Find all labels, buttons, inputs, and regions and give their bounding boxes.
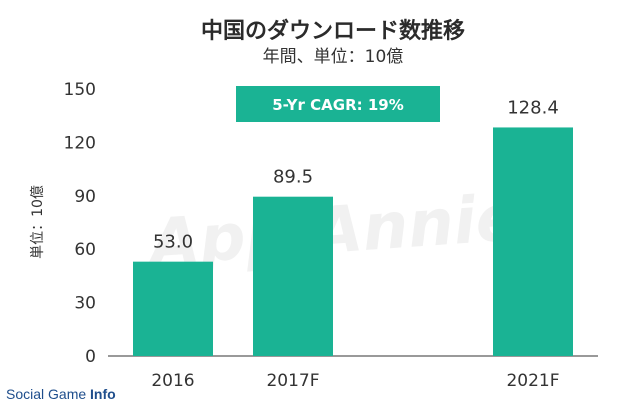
x-category-label: 2016	[151, 371, 194, 391]
bar	[133, 261, 213, 356]
y-tick-label: 30	[74, 294, 96, 314]
cagr-label: 5-Yr CAGR: 19%	[272, 96, 404, 114]
bar-value-label: 53.0	[153, 232, 193, 253]
y-axis-label: 単位：10億	[30, 185, 46, 259]
y-tick-label: 0	[85, 347, 96, 367]
y-tick-label: 60	[74, 240, 96, 260]
y-axis-ticks: 0 30 60 90 120 150	[64, 80, 96, 367]
x-category-label: 2017F	[266, 371, 319, 391]
bars-group: 53.0 2016 89.5 2017F 128.4 2021F	[133, 97, 573, 391]
chart-title: 中国のダウンロード数推移	[201, 18, 465, 44]
bar-value-label: 89.5	[273, 167, 313, 188]
bar	[493, 127, 573, 356]
x-category-label: 2021F	[506, 371, 559, 391]
y-tick-label: 120	[64, 133, 96, 153]
source-prefix: Social Game	[6, 386, 91, 402]
cagr-box	[236, 86, 440, 122]
source-credit: Social Game Info	[6, 386, 116, 402]
bar	[253, 196, 333, 356]
y-tick-label: 90	[74, 187, 96, 207]
cagr-annotation: 5-Yr CAGR: 19%	[236, 86, 440, 122]
source-bold: Info	[90, 386, 116, 402]
y-tick-label: 150	[64, 80, 96, 100]
chart-subtitle: 年間、単位：10億	[263, 47, 404, 67]
bar-value-label: 128.4	[507, 97, 559, 118]
